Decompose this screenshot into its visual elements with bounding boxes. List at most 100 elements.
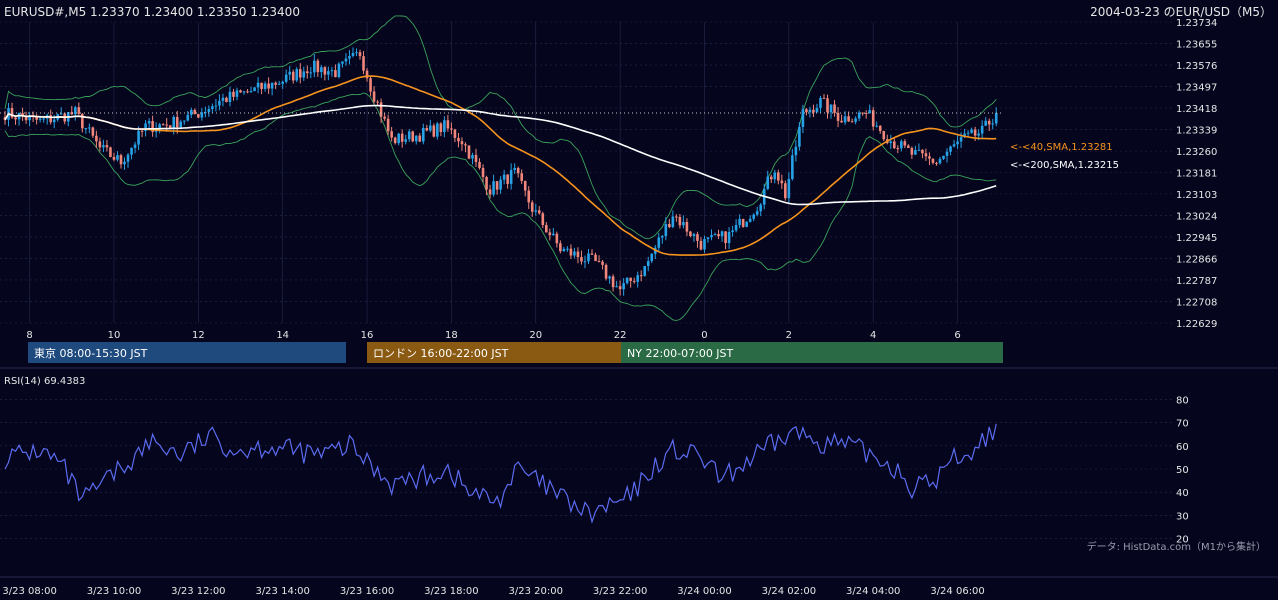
sma200-label: <-<200,SMA,1.23215 — [1010, 160, 1119, 171]
candle-body — [914, 150, 917, 155]
candle-body — [706, 237, 710, 239]
candle-body — [523, 180, 527, 191]
candle-body — [390, 131, 393, 138]
candle-body — [713, 234, 717, 236]
candle-body — [611, 276, 615, 288]
price-tick: 1.23103 — [1176, 190, 1217, 201]
time-tick: 3/23 08:00 — [2, 586, 56, 597]
candle-body — [587, 253, 590, 262]
candle-body — [727, 231, 731, 244]
candle-body — [267, 83, 270, 89]
candle-body — [52, 119, 56, 123]
candle-body — [77, 107, 81, 114]
candle-body — [460, 141, 464, 145]
candle-body — [429, 125, 432, 131]
candle-body — [755, 211, 759, 215]
candles — [3, 47, 998, 296]
hour-tick: 14 — [276, 330, 289, 341]
candle-body — [692, 234, 696, 237]
hour-tick: 4 — [870, 330, 876, 341]
time-tick: 3/24 02:00 — [762, 586, 816, 597]
time-tick: 3/23 20:00 — [509, 586, 563, 597]
price-tick: 1.23024 — [1176, 211, 1217, 222]
candle-body — [868, 110, 871, 114]
candle-body — [805, 109, 808, 113]
candle-body — [305, 71, 309, 74]
candle-body — [439, 123, 443, 133]
candle-body — [625, 277, 629, 284]
time-tick: 3/24 04:00 — [846, 586, 900, 597]
candle-body — [573, 251, 576, 256]
candle-body — [632, 280, 636, 282]
candle-body — [182, 120, 186, 122]
candle-body — [636, 275, 639, 282]
candle-body — [604, 264, 608, 279]
candle-body — [840, 120, 843, 123]
candle-body — [664, 223, 668, 237]
candle-body — [499, 179, 502, 190]
candle-body — [892, 141, 896, 149]
candle-body — [109, 147, 112, 157]
hour-tick: 16 — [361, 330, 374, 341]
candle-body — [745, 221, 748, 227]
hour-tick: 10 — [108, 330, 121, 341]
candle-body — [769, 176, 773, 180]
candle-body — [404, 139, 408, 142]
hour-tick: 6 — [954, 330, 960, 341]
candle-body — [418, 135, 422, 142]
hour-tick: 8 — [26, 330, 32, 341]
candle-body — [794, 146, 798, 156]
candle-body — [502, 174, 506, 180]
candle-body — [661, 236, 664, 238]
candle-body — [144, 123, 147, 131]
candle-body — [668, 223, 671, 228]
candle-body — [281, 81, 284, 84]
candle-body — [446, 120, 450, 129]
candle-body — [808, 109, 812, 113]
candle-body — [189, 109, 193, 115]
price-tick: 1.23181 — [1176, 169, 1217, 180]
grid-lines — [0, 21, 1172, 324]
candle-body — [179, 121, 183, 128]
candle-body — [541, 213, 545, 226]
candle-body — [629, 277, 632, 281]
candle-body — [984, 120, 987, 126]
candle-body — [991, 123, 995, 125]
candle-body — [580, 257, 583, 262]
candle-body — [537, 210, 541, 214]
candle-body — [833, 104, 836, 113]
time-tick: 3/24 00:00 — [677, 586, 731, 597]
candle-body — [123, 161, 126, 165]
candle-body — [594, 254, 597, 261]
candle-body — [618, 286, 622, 290]
time-tick: 3/23 16:00 — [340, 586, 394, 597]
candle-body — [847, 116, 850, 122]
candle-body — [516, 167, 520, 174]
candle-body — [924, 153, 928, 157]
candle-body — [530, 202, 534, 212]
candle-body — [204, 112, 207, 114]
rsi-title: RSI(14) 69.4383 — [4, 376, 85, 387]
candle-body — [643, 266, 647, 276]
candle-body — [288, 71, 292, 75]
price-tick: 1.23260 — [1176, 147, 1217, 158]
candle-body — [938, 158, 942, 164]
candle-body — [513, 167, 516, 171]
candle-body — [748, 218, 752, 222]
candle-body — [386, 118, 390, 132]
candle-body — [432, 125, 436, 137]
candle-body — [130, 147, 133, 155]
candle-body — [555, 233, 559, 244]
candle-body — [425, 127, 429, 131]
candle-body — [302, 71, 306, 78]
candle-body — [126, 154, 130, 162]
candle-body — [812, 109, 815, 113]
candle-body — [882, 131, 886, 140]
candle-body — [815, 107, 819, 113]
candle-body — [221, 97, 225, 101]
time-tick: 3/23 22:00 — [593, 586, 647, 597]
candle-body — [270, 82, 274, 89]
candle-body — [334, 70, 337, 78]
time-axis: 3/23 08:00 3/23 10:00 3/23 12:00 3/23 14:00… — [2, 586, 984, 597]
